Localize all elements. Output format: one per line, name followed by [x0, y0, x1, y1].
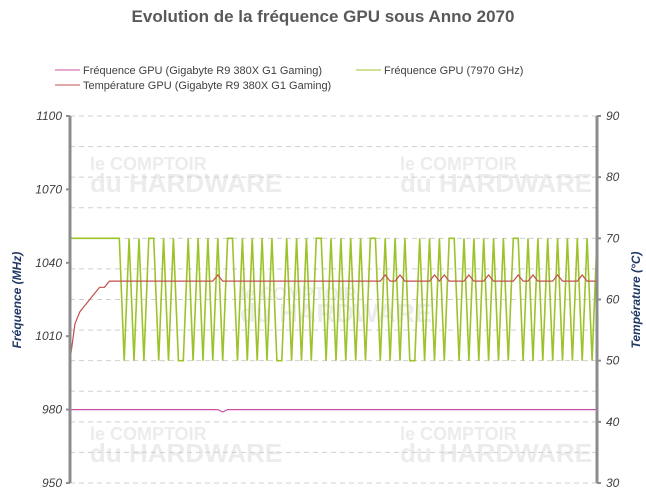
series-lines — [69, 237, 598, 413]
y-tick-label: 1010 — [35, 329, 62, 343]
chart-title: Evolution de la fréquence GPU sous Anno … — [132, 7, 515, 26]
watermark-line2: du HARDWARE — [240, 298, 432, 328]
legend-label-freq-7970: Fréquence GPU (7970 GHz) — [384, 65, 523, 77]
watermark-line2: du HARDWARE — [400, 438, 592, 468]
watermark-line1: le COMPTOIR — [90, 154, 207, 174]
watermark-line2: du HARDWARE — [90, 438, 282, 468]
legend: Fréquence GPU (Gigabyte R9 380X G1 Gamin… — [55, 65, 523, 92]
y2-tick-label: 60 — [606, 293, 620, 307]
y-tick-label: 1100 — [36, 109, 62, 123]
watermark-line1: le COMPTOIR — [400, 154, 517, 174]
legend-label-freq-380x: Fréquence GPU (Gigabyte R9 380X G1 Gamin… — [83, 65, 322, 77]
y-tick-label: 1040 — [35, 256, 62, 270]
y2-tick-label: 30 — [606, 476, 620, 490]
y-axis-label: Fréquence (MHz) — [10, 252, 24, 349]
y2-tick-label: 50 — [606, 354, 620, 368]
y2-tick-label: 40 — [606, 415, 620, 429]
y2-tick-label: 90 — [606, 109, 620, 123]
y2-axis-label: Température (°C) — [629, 251, 643, 348]
watermark-line2: du HARDWARE — [400, 168, 592, 198]
series-line-0 — [70, 409, 597, 413]
y-tick-label: 980 — [42, 403, 62, 417]
axes: 950 980 1010 1040 1070 1100 30 40 50 60 70 80 90 — [35, 109, 619, 490]
watermark-line1: le COMPTOIR — [400, 424, 517, 444]
y2-tick-label: 70 — [606, 231, 620, 245]
series-line-2 — [69, 274, 597, 361]
watermark-line1: le COMPTOIR — [90, 424, 207, 444]
y-tick-label: 1070 — [35, 182, 62, 196]
watermark-line2: du HARDWARE — [90, 168, 282, 198]
y2-tick-label: 80 — [606, 170, 620, 184]
y-tick-label: 950 — [42, 476, 62, 490]
legend-label-temp-380x: Température GPU (Gigabyte R9 380X G1 Gam… — [83, 80, 331, 92]
series-line-1 — [70, 237, 598, 362]
